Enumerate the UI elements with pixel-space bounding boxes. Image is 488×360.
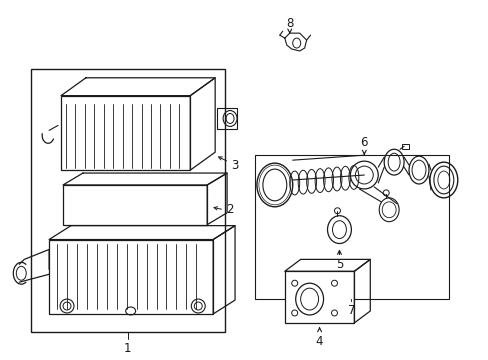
Text: 2: 2 xyxy=(226,203,233,216)
Bar xyxy=(284,271,354,323)
Text: 7: 7 xyxy=(347,305,354,318)
Text: 5: 5 xyxy=(335,258,343,271)
Text: 8: 8 xyxy=(285,17,293,30)
Bar xyxy=(401,144,408,149)
Bar xyxy=(254,155,448,299)
Bar xyxy=(63,185,207,225)
Text: 6: 6 xyxy=(360,136,367,149)
Text: 3: 3 xyxy=(231,159,238,172)
Bar xyxy=(61,96,190,170)
Text: 4: 4 xyxy=(315,335,323,348)
Bar xyxy=(49,239,213,314)
Bar xyxy=(31,69,224,332)
Bar xyxy=(217,108,237,129)
Text: 1: 1 xyxy=(123,342,131,355)
